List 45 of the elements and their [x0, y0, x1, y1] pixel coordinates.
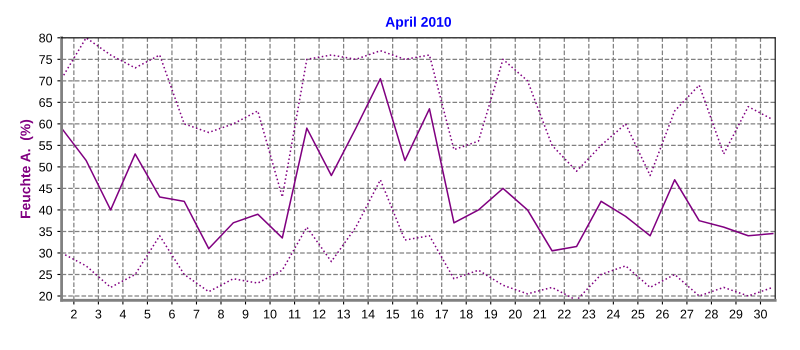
x-tick-label: 8: [218, 310, 224, 319]
x-tick-label: 15: [386, 310, 400, 319]
y-tick-label: 55: [39, 141, 52, 150]
x-tick-label: 21: [533, 310, 546, 318]
x-tick-label: 27: [680, 310, 694, 318]
y-tick-label: 65: [39, 98, 52, 107]
y-tick-label: 45: [38, 184, 52, 194]
x-tick-label: 4: [120, 310, 126, 318]
x-tick-label: 26: [656, 310, 669, 319]
x-tick-label: 7: [194, 310, 200, 318]
x-tick-label: 3: [95, 310, 102, 319]
x-tick-label: 18: [460, 310, 473, 319]
x-tick-label: 30: [754, 310, 767, 319]
y-tick-label: 30: [39, 248, 52, 258]
y-tick-label: 50: [39, 162, 52, 172]
y-tick-label: 60: [39, 120, 52, 129]
x-tick-label: 6: [169, 310, 175, 319]
x-tick-label: 19: [484, 310, 498, 319]
x-tick-label: 20: [508, 310, 522, 319]
x-tick-label: 10: [264, 310, 277, 319]
x-tick-label: 29: [730, 310, 742, 319]
y-tick-label: 20: [39, 292, 52, 301]
y-tick-label: 70: [39, 76, 52, 86]
y-tick-label: 25: [39, 270, 52, 280]
y-tick-label: 80: [39, 34, 52, 42]
y-tick-label: 35: [39, 227, 52, 236]
line-series: [62, 78, 774, 252]
x-tick-label: 14: [362, 310, 375, 318]
x-tick-label: 22: [558, 310, 571, 318]
chart-title: April 2010: [386, 16, 452, 30]
y-tick-label: 75: [39, 55, 52, 64]
y-tick-label: 40: [38, 206, 52, 215]
x-tick-label: 16: [411, 310, 424, 319]
x-tick-label: 13: [338, 310, 350, 319]
x-tick-label: 2: [71, 310, 77, 318]
x-tick-label: 24: [607, 310, 620, 318]
x-tick-label: 17: [436, 310, 448, 318]
x-tick-label: 28: [705, 310, 718, 319]
x-tick-label: 23: [582, 310, 596, 319]
x-tick-label: 25: [632, 310, 644, 319]
x-tick-label: 11: [289, 310, 300, 318]
y-axis-title: Feuchte A. (%): [20, 120, 34, 218]
x-tick-label: 5: [144, 310, 150, 319]
x-tick-label: 12: [313, 310, 326, 318]
x-tick-label: 9: [242, 310, 248, 319]
